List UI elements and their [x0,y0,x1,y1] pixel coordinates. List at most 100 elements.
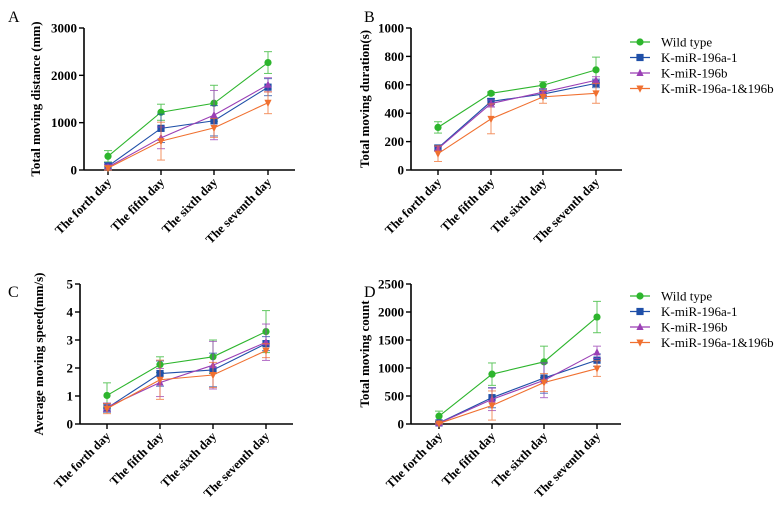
legend-label: K-miR-196b [661,320,727,335]
data-point [209,372,217,380]
data-point [156,376,164,384]
y-tick-label: 3 [67,333,74,348]
x-tick-label: The forth day [52,175,114,237]
data-point [488,370,496,378]
data-point [539,81,547,89]
legend-item: K-miR-196b [630,66,727,81]
data-point [434,123,442,131]
legend-label: K-miR-196a-1&196b [661,81,774,96]
y-axis-label: Total moving duration(s) [357,30,372,168]
legend-item: K-miR-196a-1&196b [630,81,774,96]
series-line [438,351,598,424]
y-tick-label: 1 [67,389,74,404]
data-point [434,150,442,158]
x-tick-label: The forth day [383,429,445,491]
series-line [106,343,267,409]
data-point [103,405,111,413]
y-axis-label: Total moving distance (mm) [28,21,43,176]
data-point [539,93,547,102]
data-point [487,99,495,107]
data-point [592,76,600,84]
data-point [210,110,218,119]
y-tick-label: 5 [67,277,74,292]
panel-a: A 0 1000 2000 3000 Total moving distance (mm)… [8,9,295,247]
data-point [487,89,495,97]
x-tick-label: The forth day [51,429,113,491]
data-point [210,124,218,133]
data-point [593,356,601,364]
y-tick-label: 1500 [378,333,404,348]
data-point [103,391,111,400]
panel-c: C 0 1 2 3 4 5 Average moving speed(mm/s) The for… [8,273,293,501]
y-tick-label: 1000 [378,361,404,376]
x-tick-label: The fifth day [107,429,167,489]
data-point [104,165,112,173]
y-tick-label: 2000 [51,68,77,83]
y-tick-label: 200 [385,134,405,149]
panel-letter: A [8,9,20,26]
y-tick-label: 2500 [378,277,404,292]
series-line [106,331,267,396]
series-line [438,316,598,417]
series-wild-type [435,300,601,422]
series-k-mir-196a-1-196b [103,343,270,415]
legend-label: Wild type [661,35,712,50]
series-wild-type [434,56,600,134]
legend-label: K-miR-196a-1 [661,304,738,319]
y-tick-label: 0 [398,417,405,432]
series-line [437,69,597,128]
legend-marker-icon [636,339,644,347]
y-tick-label: 4 [67,305,74,320]
legend: Wild typeK-miR-196a-1K-miR-196bK-miR-196… [630,289,774,350]
series-wild-type [103,310,270,409]
series-line [438,368,598,424]
data-point [488,402,496,410]
legend-item: K-miR-196a-1 [630,50,738,65]
data-point [593,313,601,321]
series-k-mir-196b [104,77,272,171]
y-tick-label: 500 [385,389,405,404]
series-line [437,79,597,150]
series-line [107,62,269,157]
legend-label: K-miR-196b [661,66,727,81]
legend-marker-icon [636,292,644,300]
data-point [262,347,270,355]
y-tick-label: 2 [67,361,74,376]
data-point [593,365,601,373]
legend-item: Wild type [630,35,712,50]
data-point [264,99,272,107]
panel-letter: C [8,284,19,301]
series-k-mir-196a-1 [104,78,272,171]
data-point [435,420,443,428]
y-tick-label: 1000 [378,21,404,36]
series-line [438,359,598,424]
series-line [107,86,269,167]
series-line [107,84,269,168]
legend-item: Wild type [630,289,712,304]
legend-marker-icon [636,307,644,316]
series-line [107,102,269,169]
y-tick-label: 2000 [378,305,404,320]
data-point [264,58,272,67]
data-point [435,412,443,420]
data-point [540,358,548,366]
y-tick-label: 0 [71,163,78,178]
panel-d: D 0 500 1000 1500 2000 2500 Total moving count T… [357,277,774,501]
series-k-mir-196b [103,323,270,412]
legend-item: K-miR-196b [630,320,727,335]
data-point [487,115,495,124]
series-k-mir-196a-1 [434,78,600,152]
data-point [592,66,600,74]
legend-marker-icon [636,38,644,46]
y-tick-label: 3000 [51,21,77,36]
data-point [264,80,272,88]
series-k-mir-196b [435,345,601,427]
legend-label: Wild type [661,289,712,304]
panel-letter: B [364,9,375,26]
series-k-mir-196a-1-196b [434,82,600,162]
legend: Wild typeK-miR-196a-1K-miR-196bK-miR-196… [630,35,774,96]
legend-marker-icon [636,85,644,93]
panel-b: B 0 200 400 600 800 1000 Total moving duration(… [357,9,774,247]
series-k-mir-196a-1-196b [435,360,601,428]
